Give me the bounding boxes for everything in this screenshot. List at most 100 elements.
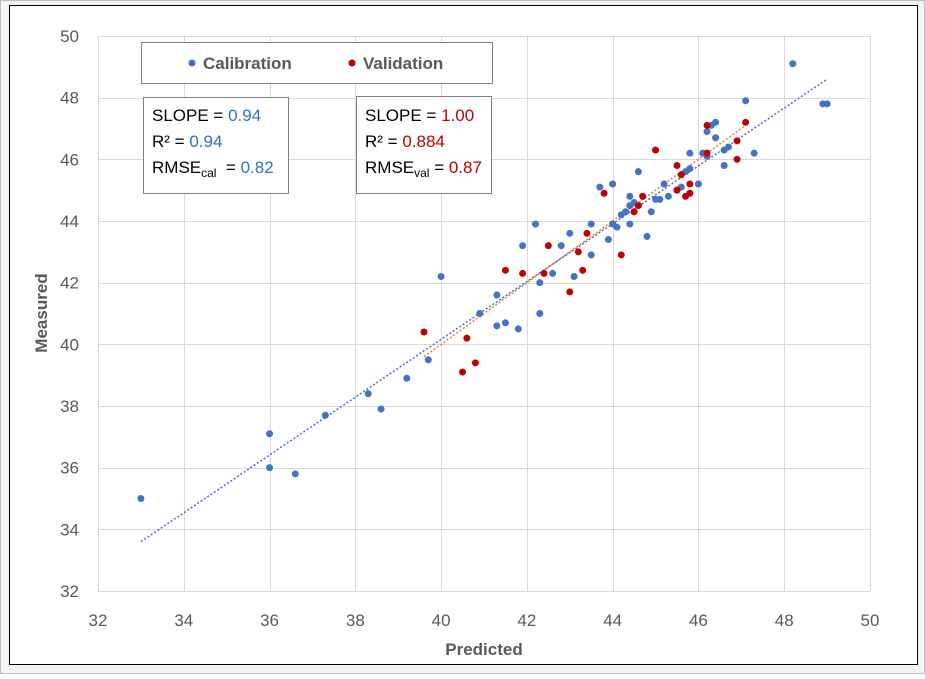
data-point: [733, 137, 741, 145]
data-point: [583, 229, 591, 237]
x-tick-labels: 32 34 36 38 40 42 44 46 48 50: [89, 611, 880, 630]
data-point: [823, 100, 831, 108]
data-point: [519, 242, 527, 250]
data-point: [720, 162, 728, 169]
data-point: [626, 192, 634, 200]
data-point: [703, 128, 711, 136]
data-point: [694, 180, 702, 188]
data-point: [712, 134, 720, 142]
data-point: [291, 470, 299, 478]
data-point: [712, 118, 720, 126]
validation-rmse-prefix: RMSE: [365, 158, 414, 177]
legend-label-validation: Validation: [363, 54, 443, 73]
y-tick-label: 34: [60, 520, 79, 539]
data-points: [137, 60, 831, 502]
data-point: [536, 310, 544, 317]
series-validation: [420, 118, 750, 376]
data-point: [364, 390, 372, 398]
data-point: [686, 189, 694, 197]
x-tick-label: 32: [89, 611, 108, 630]
data-point: [677, 171, 685, 179]
data-point: [622, 208, 630, 216]
data-point: [514, 325, 522, 333]
validation-slope: SLOPE = 1.00: [365, 106, 474, 125]
data-point: [471, 359, 479, 367]
calibration-rmse: RMSEcal = 0.82: [152, 158, 274, 180]
y-tick-label: 44: [60, 212, 79, 231]
x-tick-label: 50: [861, 611, 880, 630]
x-tick-label: 38: [346, 611, 365, 630]
data-point: [626, 220, 634, 228]
validation-rmse-equals: =: [429, 158, 448, 177]
data-point: [476, 310, 484, 317]
validation-slope-label: SLOPE =: [365, 106, 441, 125]
data-point: [750, 149, 758, 157]
data-point: [377, 405, 385, 413]
y-tick-label: 32: [60, 582, 79, 601]
validation-r2-value: 0.884: [402, 132, 445, 151]
y-tick-label: 36: [60, 459, 79, 478]
y-tick-label: 46: [60, 150, 79, 169]
calibration-stats-box: SLOPE = 0.94 R² = 0.94 RMSEcal = 0.82: [143, 97, 289, 194]
data-point: [587, 251, 595, 259]
gridlines: [98, 36, 871, 592]
data-point: [519, 269, 527, 277]
legend-box: [141, 42, 493, 84]
validation-rmse-value: 0.87: [449, 158, 482, 177]
data-point: [557, 242, 565, 250]
data-point: [531, 220, 539, 228]
calibration-r2-value: 0.94: [189, 132, 222, 151]
data-point: [643, 232, 651, 240]
data-point: [673, 186, 681, 194]
x-tick-label: 34: [174, 611, 193, 630]
data-point: [617, 251, 625, 259]
data-point: [703, 121, 711, 129]
trendlines: [140, 78, 828, 543]
data-point: [742, 118, 750, 126]
data-point: [574, 248, 582, 256]
data-point: [733, 155, 741, 163]
data-point: [604, 236, 612, 243]
data-point: [600, 189, 608, 197]
trendline-calibration: [140, 78, 828, 543]
data-point: [686, 149, 694, 157]
validation-slope-value: 1.00: [441, 106, 474, 125]
data-point: [424, 356, 432, 364]
x-axis-title: Predicted: [445, 640, 522, 659]
validation-rmse-subscript: val: [414, 166, 429, 180]
data-point: [789, 60, 797, 68]
data-point: [266, 464, 274, 472]
data-point: [579, 266, 587, 274]
data-point: [686, 180, 694, 188]
data-point: [437, 273, 445, 280]
calibration-rmse-subscript: cal: [201, 166, 216, 180]
data-point: [266, 430, 274, 438]
y-tick-label: 50: [60, 27, 79, 46]
data-point: [634, 168, 642, 176]
calibration-stats-frame: [143, 97, 289, 194]
data-point: [660, 180, 668, 188]
data-point: [587, 220, 595, 228]
data-point: [566, 288, 574, 296]
calibration-rmse-equals: =: [216, 158, 240, 177]
legend-label-calibration: Calibration: [203, 54, 292, 73]
x-tick-label: 48: [775, 611, 794, 630]
validation-stats-frame: [356, 96, 492, 194]
y-tick-label: 38: [60, 397, 79, 416]
data-point: [137, 495, 145, 502]
data-point: [459, 368, 467, 376]
calibration-rmse-value: 0.82: [241, 158, 274, 177]
legend-marker-validation: [348, 59, 356, 67]
calibration-slope: SLOPE = 0.94: [152, 106, 261, 125]
y-tick-label: 40: [60, 335, 79, 354]
data-point: [536, 279, 544, 287]
data-point: [566, 229, 574, 237]
data-point: [724, 143, 732, 151]
data-point: [639, 192, 647, 200]
data-point: [647, 208, 655, 216]
data-point: [544, 242, 552, 250]
data-point: [420, 328, 428, 336]
data-point: [686, 165, 694, 173]
